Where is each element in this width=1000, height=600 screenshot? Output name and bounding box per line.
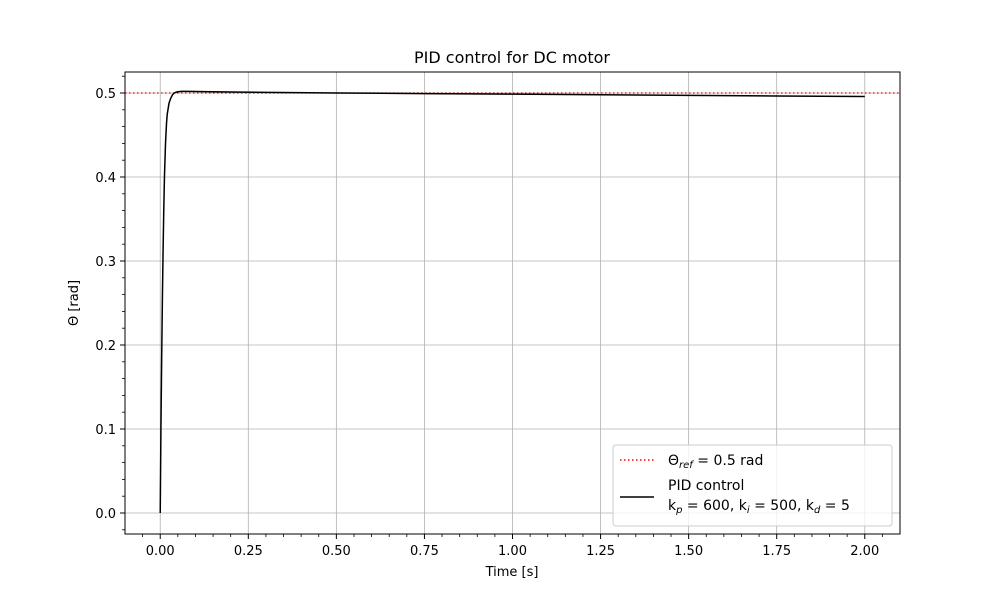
y-tick-label: 0.3 [95, 255, 116, 270]
legend-label-pid-line1: PID control [668, 478, 744, 494]
x-tick-label: 0.50 [322, 544, 351, 559]
legend-pid-t2: = 500, k [750, 498, 815, 514]
x-tick-label: 0.25 [234, 544, 263, 559]
legend-pid-s2: i [747, 505, 750, 516]
y-tick-label: 0.1 [95, 423, 116, 438]
x-tick-label: 1.50 [674, 544, 703, 559]
x-axis-label: Time [s] [485, 565, 539, 580]
legend-pid-k1: k [668, 498, 677, 514]
y-tick-label: 0.4 [95, 171, 116, 186]
legend: Θref = 0.5 rad PID control kp = 600, ki … [612, 444, 893, 527]
legend-ref-main: Θ [668, 453, 679, 469]
y-axis-label: Θ [rad] [67, 280, 82, 326]
chart-title: PID control for DC motor [414, 48, 610, 67]
legend-pid-s3: d [814, 505, 821, 516]
legend-pid-t3: = 5 [820, 498, 850, 514]
x-tick-label: 1.75 [762, 544, 791, 559]
legend-pid-t1: = 600, k [682, 498, 747, 514]
legend-label-pid-line2: kp = 600, ki = 500, kd = 5 [668, 498, 850, 516]
y-tick-label: 0.2 [95, 339, 116, 354]
x-tick-label: 0.00 [146, 544, 175, 559]
x-axis: 0.00 0.25 0.50 0.75 1.00 1.25 1.50 1.75 2.00 [142, 534, 883, 559]
y-tick-label: 0.5 [95, 87, 116, 102]
legend-box [612, 444, 893, 527]
y-axis: 0.0 0.1 0.2 0.3 0.4 0.5 [95, 75, 125, 531]
legend-label-ref: Θref = 0.5 rad [668, 453, 763, 471]
x-tick-label: 1.25 [586, 544, 615, 559]
x-tick-label: 0.75 [410, 544, 439, 559]
legend-ref-rest: = 0.5 rad [693, 453, 764, 469]
pid-response-line [159, 90, 865, 514]
y-tick-label: 0.0 [95, 507, 116, 522]
series-layer [125, 90, 900, 514]
legend-pid-s1: p [675, 505, 682, 516]
x-tick-label: 1.00 [498, 544, 527, 559]
legend-ref-sub: ref [679, 460, 694, 471]
x-tick-label: 2.00 [850, 544, 879, 559]
